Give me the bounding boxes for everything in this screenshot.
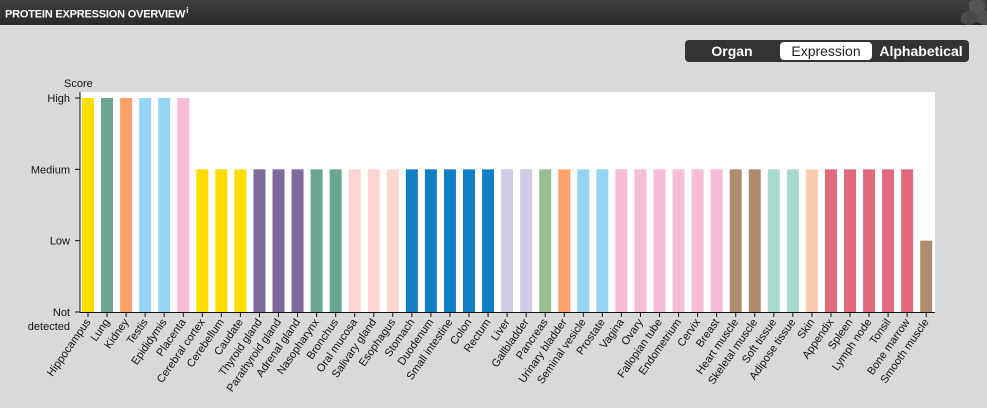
bar[interactable] — [710, 169, 723, 312]
bar[interactable] — [386, 169, 399, 312]
bar[interactable] — [215, 169, 228, 312]
bar[interactable] — [577, 169, 590, 312]
bar[interactable] — [863, 169, 876, 312]
bar[interactable] — [691, 169, 704, 312]
bar[interactable] — [329, 169, 342, 312]
panel-title-text: PROTEIN EXPRESSION OVERVIEW — [5, 8, 186, 21]
bar[interactable] — [882, 169, 895, 312]
bar[interactable] — [501, 169, 514, 312]
bar[interactable] — [558, 169, 571, 312]
bar[interactable] — [634, 169, 647, 312]
bar[interactable] — [901, 169, 914, 312]
bar[interactable] — [234, 169, 247, 312]
toggle-expression[interactable]: Expression — [780, 42, 872, 60]
y-tick-label: Not detected — [28, 307, 70, 333]
bar[interactable] — [748, 169, 761, 312]
sort-toggle: Organ Expression Alphabetical — [685, 40, 969, 62]
bar[interactable] — [520, 169, 533, 312]
bar[interactable] — [767, 169, 780, 312]
hexagon-logo-icon — [961, 0, 987, 25]
bar[interactable] — [805, 169, 818, 312]
bar[interactable] — [272, 169, 285, 312]
bar[interactable] — [539, 169, 552, 312]
bar[interactable] — [82, 98, 94, 312]
bar[interactable] — [424, 169, 437, 312]
bar[interactable] — [291, 169, 304, 312]
toggle-organ[interactable]: Organ — [711, 43, 753, 59]
bar[interactable] — [596, 169, 609, 312]
bar[interactable] — [177, 98, 190, 312]
bar[interactable] — [824, 169, 837, 312]
y-axis-title: Score — [64, 78, 93, 90]
bar[interactable] — [615, 169, 628, 312]
bar[interactable] — [482, 169, 495, 312]
info-icon[interactable]: i — [186, 6, 189, 15]
y-tick-label: High — [47, 93, 70, 105]
bar[interactable] — [786, 169, 799, 312]
bar[interactable] — [101, 98, 114, 312]
bar[interactable] — [844, 169, 856, 312]
bar[interactable] — [310, 169, 323, 312]
y-tick-label: Low — [50, 236, 70, 248]
bar[interactable] — [158, 98, 171, 312]
bar[interactable] — [443, 169, 456, 312]
bar[interactable] — [463, 169, 475, 312]
bar[interactable] — [120, 98, 133, 312]
panel-title: PROTEIN EXPRESSION OVERVIEWi — [5, 6, 188, 21]
bar[interactable] — [653, 169, 666, 312]
bar[interactable] — [196, 169, 209, 312]
y-tick-label: Medium — [31, 164, 70, 176]
panel-header: PROTEIN EXPRESSION OVERVIEWi — [0, 0, 987, 25]
bar[interactable] — [405, 169, 418, 312]
bar[interactable] — [367, 169, 380, 312]
bar[interactable] — [729, 169, 742, 312]
bar[interactable] — [348, 169, 361, 312]
toggle-alphabetical[interactable]: Alphabetical — [879, 43, 963, 59]
bar[interactable] — [672, 169, 685, 312]
bar[interactable] — [920, 240, 933, 312]
bar[interactable] — [253, 169, 266, 312]
bar[interactable] — [139, 98, 152, 312]
